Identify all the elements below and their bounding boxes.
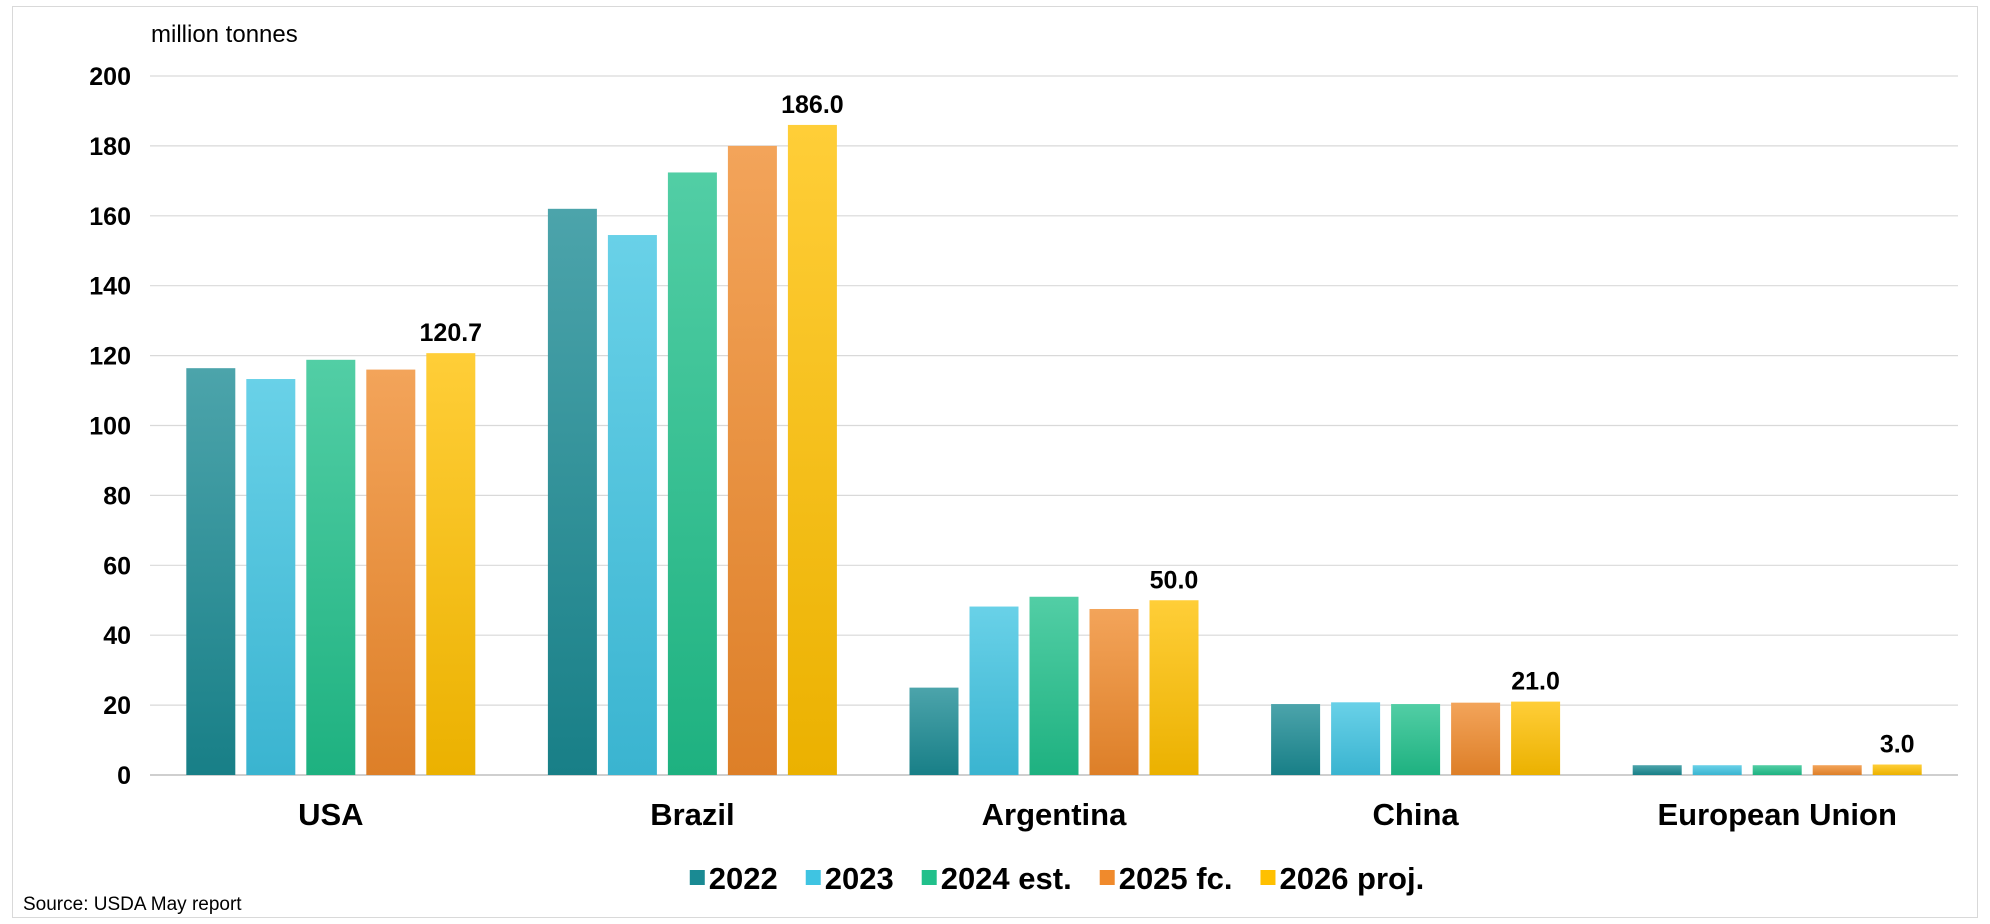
y-axis-ticks: 0 20 40 60 80 100 120 140 160 180 200 [89,63,131,790]
y-tick-label: 0 [117,762,131,790]
bar-european-union-2025-fc [1812,765,1862,775]
bar-argentina-2022 [909,687,959,775]
y-tick-label: 20 [103,692,131,720]
data-label-brazil: 186.0 [781,91,844,119]
category-labels: USA Brazil Argentina China European Union [298,797,1897,832]
legend-label-2026-proj: 2026 proj. [1279,861,1424,896]
bar-usa-2026-proj [426,353,476,775]
bar-china-2023 [1331,702,1381,775]
category-label-argentina: Argentina [982,797,1127,832]
y-axis-unit-label: million tonnes [151,21,298,48]
bar-china-2022 [1271,704,1321,775]
bar-brazil-2026-proj [787,124,837,776]
legend-swatch-2022 [689,870,705,885]
bar-brazil-2025-fc [727,145,777,775]
bar-china-2025-fc [1451,702,1501,775]
data-label-usa: 120.7 [420,319,483,347]
y-tick-label: 60 [103,552,131,580]
bar-european-union-2022 [1632,765,1682,775]
legend-label-2024-est: 2024 est. [941,861,1072,896]
legend-swatch-2026-proj [1260,870,1276,885]
y-tick-label: 120 [89,343,131,371]
source-note: Source: USDA May report [23,894,242,915]
y-tick-label: 80 [103,482,131,510]
y-tick-label: 100 [89,413,131,441]
data-labels: 120.7 186.0 50.0 21.0 3.0 [420,91,1915,759]
bar-usa-2023 [246,379,296,775]
legend-label-2023: 2023 [825,861,894,896]
bar-european-union-2026-proj [1872,764,1922,775]
bar-argentina-2025-fc [1089,608,1139,775]
bar-usa-2024-est [306,359,356,775]
category-label-european-union: European Union [1658,797,1897,832]
category-label-brazil: Brazil [650,797,734,832]
bar-china-2026-proj [1511,701,1561,775]
data-label-china: 21.0 [1511,668,1560,696]
bar-brazil-2024-est [667,172,717,775]
bar-argentina-2026-proj [1149,600,1199,775]
data-label-argentina: 50.0 [1150,566,1199,594]
chart-frame [12,6,1978,918]
bar-european-union-2023 [1692,765,1742,775]
legend-swatch-2025-fc [1099,870,1115,885]
legend-label-2022: 2022 [709,861,778,896]
bar-usa-2025-fc [366,369,416,775]
y-tick-label: 160 [89,203,131,231]
bar-china-2024-est [1391,704,1441,775]
bar-brazil-2022 [547,208,597,775]
category-label-china: China [1373,797,1460,832]
data-label-european-union: 3.0 [1880,731,1915,759]
y-tick-label: 180 [89,133,131,161]
legend: 2022 2023 2024 est. 2025 fc. 2026 proj. [689,861,1424,896]
y-tick-label: 40 [103,622,131,650]
legend-swatch-2023 [805,870,821,885]
y-tick-label: 140 [89,273,131,301]
bars [186,124,1922,776]
category-label-usa: USA [298,797,363,832]
bar-brazil-2023 [607,235,657,775]
bar-european-union-2024-est [1752,765,1802,775]
legend-label-2025-fc: 2025 fc. [1119,861,1233,896]
bar-argentina-2024-est [1029,596,1079,775]
bar-usa-2022 [186,368,236,775]
legend-swatch-2024-est [921,870,937,885]
bar-argentina-2023 [969,606,1019,775]
y-tick-label: 200 [89,63,131,91]
